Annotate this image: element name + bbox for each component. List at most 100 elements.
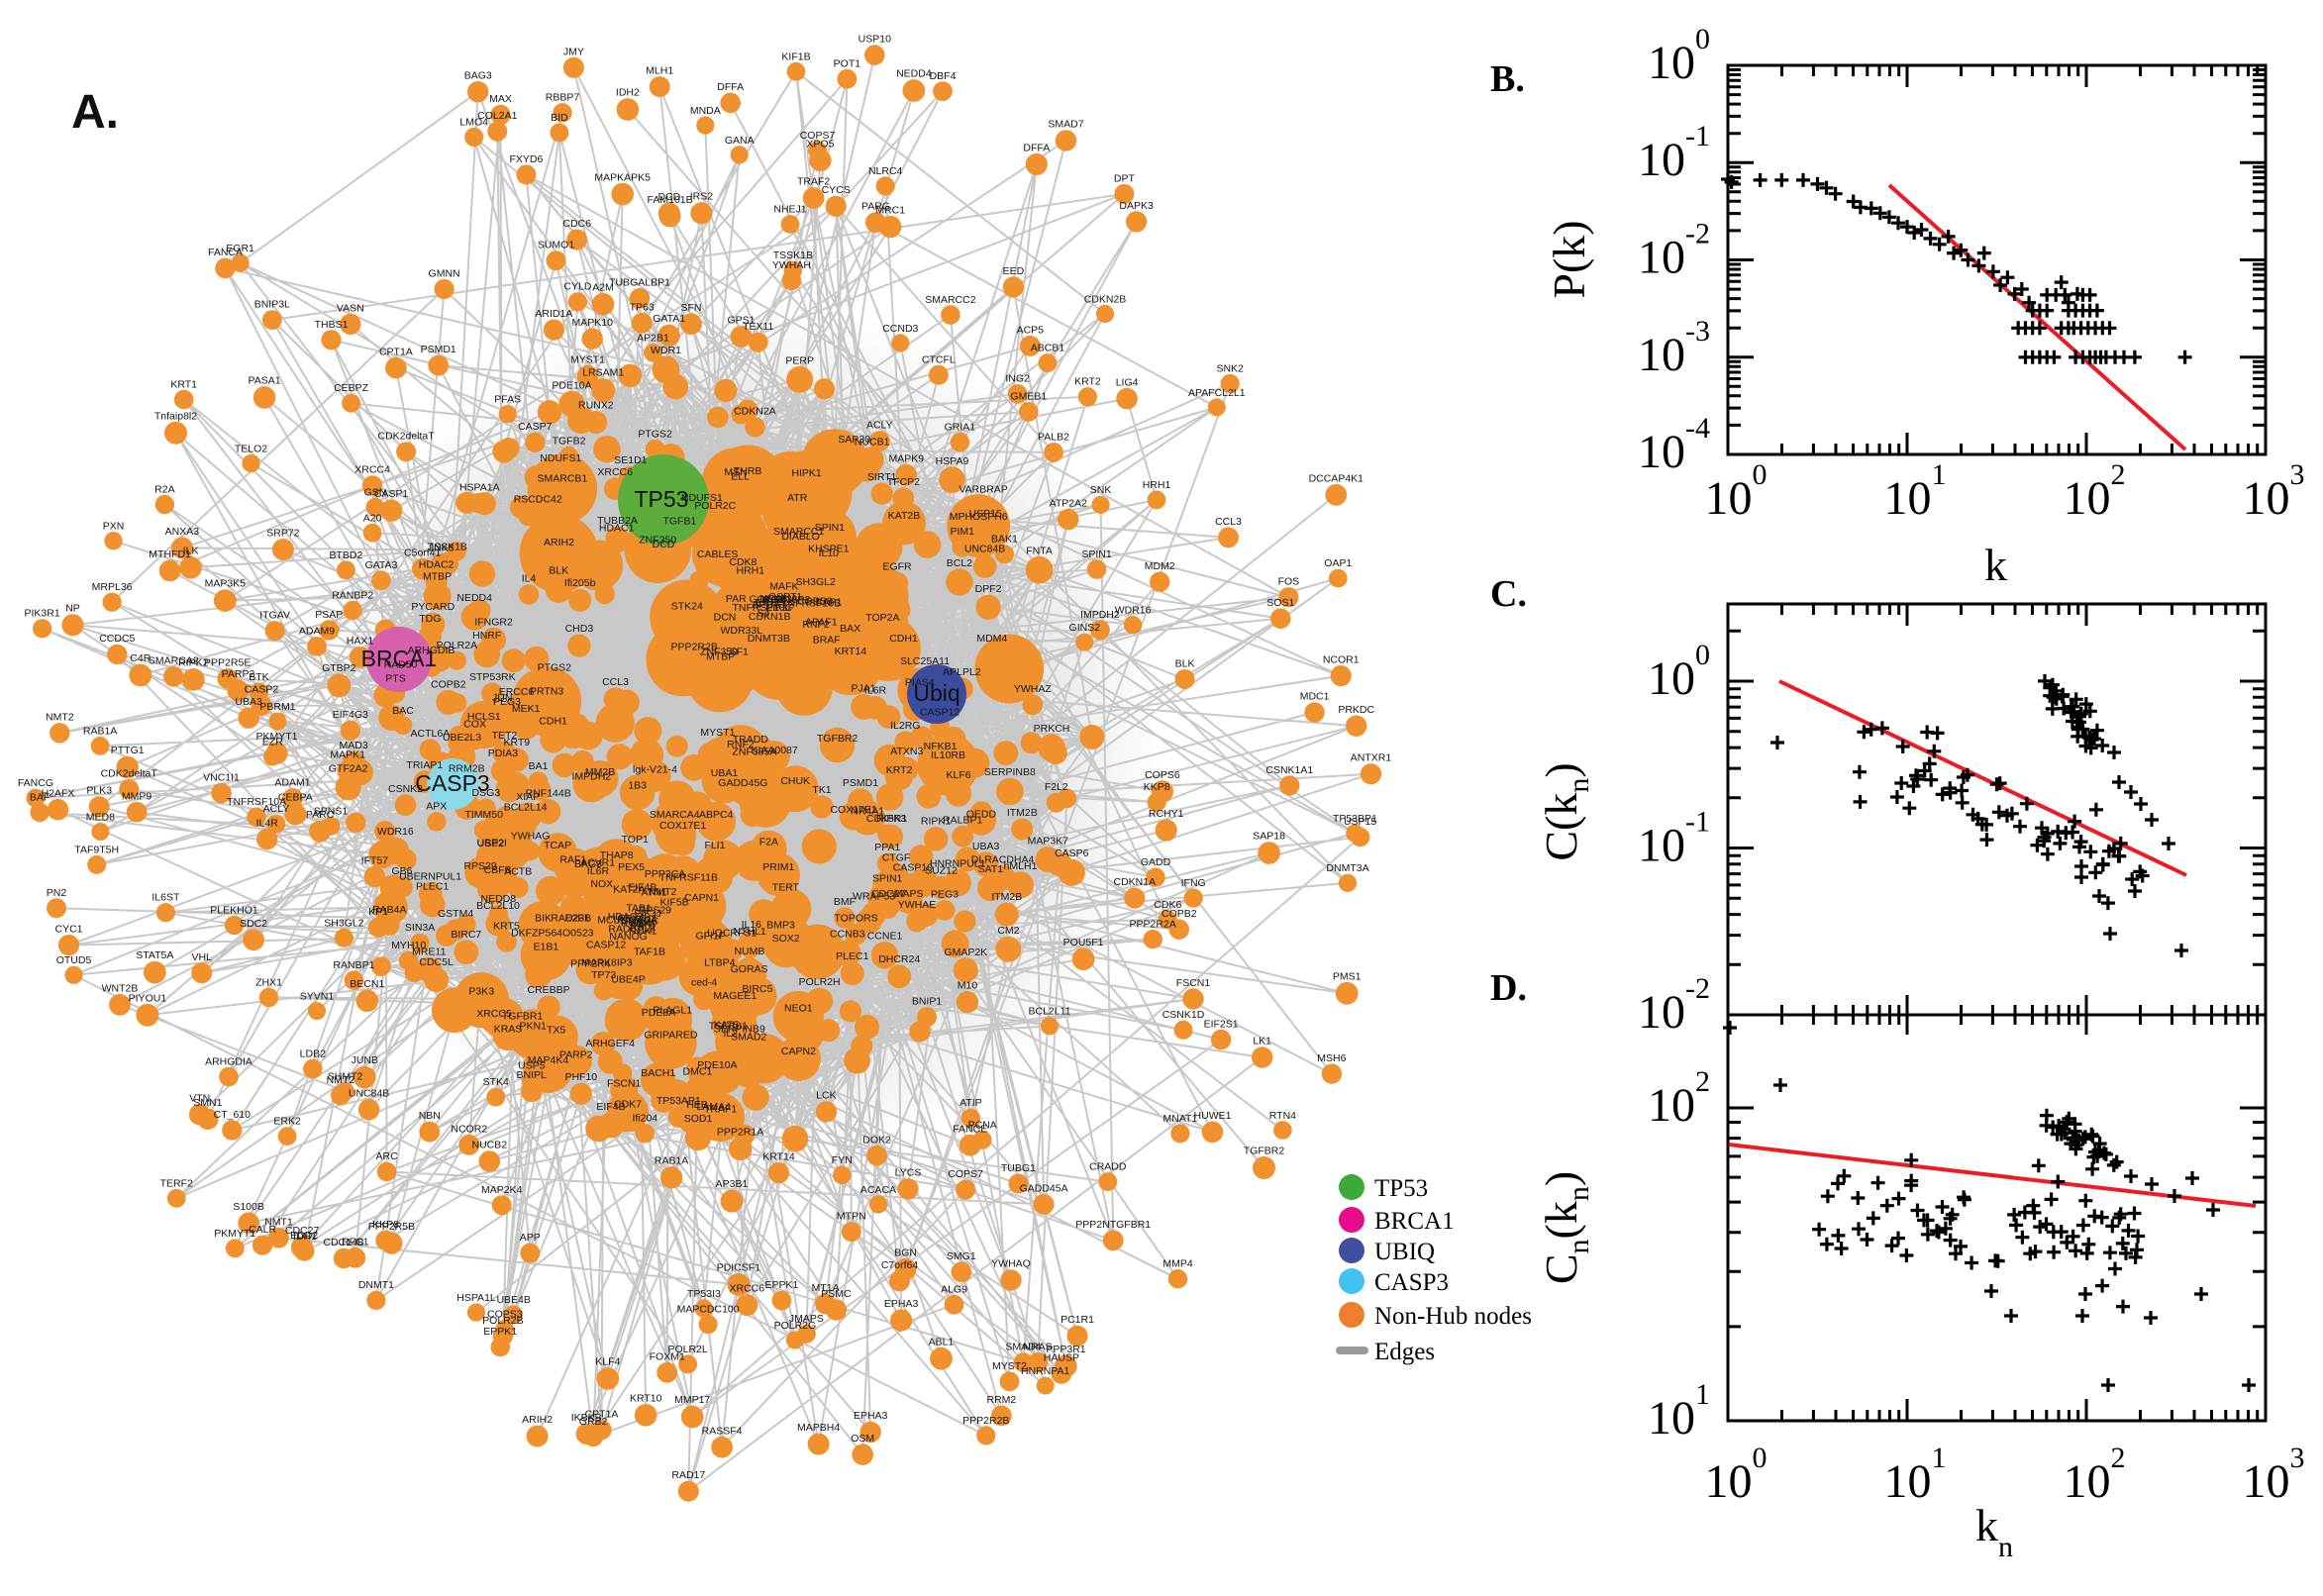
svg-text:CDC27: CDC27 bbox=[285, 1225, 320, 1237]
svg-text:ALG9: ALG9 bbox=[941, 1283, 967, 1295]
svg-text:USP10: USP10 bbox=[858, 34, 891, 46]
svg-text:CASP10: CASP10 bbox=[893, 862, 933, 874]
svg-text:GORAS: GORAS bbox=[731, 963, 768, 975]
svg-text:SAP30: SAP30 bbox=[838, 434, 870, 446]
svg-text:HIPK1: HIPK1 bbox=[791, 467, 822, 479]
svg-text:ANXA3: ANXA3 bbox=[165, 526, 200, 538]
svg-text:BNIP3L: BNIP3L bbox=[254, 299, 290, 311]
svg-text:NEDD8: NEDD8 bbox=[481, 893, 517, 905]
svg-text:CASP1: CASP1 bbox=[374, 488, 409, 500]
svg-text:PDICSF1: PDICSF1 bbox=[717, 1262, 761, 1274]
svg-text:HDAC1: HDAC1 bbox=[599, 523, 635, 535]
svg-text:RBL2: RBL2 bbox=[630, 922, 656, 934]
svg-text:PJA1: PJA1 bbox=[852, 682, 876, 694]
svg-text:PIM1: PIM1 bbox=[950, 526, 974, 538]
svg-text:GOLGA3: GOLGA3 bbox=[750, 594, 792, 606]
svg-text:PDE10A: PDE10A bbox=[552, 379, 591, 391]
svg-text:WDR33L: WDR33L bbox=[720, 625, 762, 637]
svg-text:UBE2L3: UBE2L3 bbox=[443, 732, 481, 744]
svg-text:RNF144B: RNF144B bbox=[526, 788, 571, 800]
svg-text:RTN4: RTN4 bbox=[1269, 1110, 1296, 1122]
svg-text:MAPK9: MAPK9 bbox=[888, 452, 924, 464]
svg-text:ARC: ARC bbox=[376, 1150, 399, 1162]
svg-text:MAP4K4: MAP4K4 bbox=[528, 1054, 569, 1066]
svg-text:POLR2A: POLR2A bbox=[437, 640, 477, 651]
svg-text:COPS8: COPS8 bbox=[797, 595, 833, 607]
svg-text:APOA1: APOA1 bbox=[752, 599, 786, 611]
svg-text:KRAS: KRAS bbox=[494, 1023, 523, 1035]
svg-text:C4R: C4R bbox=[130, 652, 151, 664]
svg-text:BCL2: BCL2 bbox=[947, 557, 972, 569]
svg-text:TEX11: TEX11 bbox=[743, 321, 773, 333]
svg-text:POT1: POT1 bbox=[834, 57, 861, 69]
svg-text:SOS1: SOS1 bbox=[1266, 597, 1294, 609]
svg-text:PPA1: PPA1 bbox=[874, 842, 900, 853]
svg-text:Ubiq: Ubiq bbox=[913, 680, 960, 706]
svg-text:GPS1: GPS1 bbox=[727, 314, 755, 326]
svg-text:TELO2: TELO2 bbox=[235, 444, 267, 455]
svg-text:P(k): P(k) bbox=[1544, 220, 1594, 298]
svg-text:MAPS: MAPS bbox=[894, 888, 924, 900]
svg-text:MMP9: MMP9 bbox=[122, 790, 152, 802]
svg-text:EDD2: EDD2 bbox=[290, 1230, 318, 1242]
svg-text:UBA3: UBA3 bbox=[235, 696, 262, 708]
svg-text:BACH1: BACH1 bbox=[641, 1067, 675, 1079]
svg-text:CD4: CD4 bbox=[631, 918, 652, 930]
svg-text:ABL1: ABL1 bbox=[929, 1336, 955, 1347]
svg-text:SOD1: SOD1 bbox=[684, 1113, 713, 1125]
svg-text:PC1R1: PC1R1 bbox=[1060, 1314, 1094, 1326]
svg-text:CYCS: CYCS bbox=[822, 184, 851, 196]
svg-text:PDE10A: PDE10A bbox=[697, 1059, 737, 1071]
svg-text:NFKBIA: NFKBIA bbox=[759, 593, 797, 605]
svg-text:PLEC1: PLEC1 bbox=[836, 950, 868, 962]
svg-text:OTUD5: OTUD5 bbox=[56, 954, 92, 966]
svg-text:UBE2I: UBE2I bbox=[477, 838, 507, 849]
svg-text:PRTN3: PRTN3 bbox=[530, 686, 563, 698]
svg-text:XRCC6: XRCC6 bbox=[597, 466, 633, 478]
svg-text:KLF6: KLF6 bbox=[946, 769, 970, 781]
svg-text:MAD3: MAD3 bbox=[340, 740, 368, 751]
svg-text:BMP3: BMP3 bbox=[766, 919, 795, 931]
svg-text:RAD23B: RAD23B bbox=[551, 912, 591, 924]
svg-text:CAPN1: CAPN1 bbox=[684, 892, 719, 904]
svg-text:CTCFL: CTCFL bbox=[922, 353, 956, 365]
svg-text:IMPDH2: IMPDH2 bbox=[1080, 609, 1120, 621]
svg-text:PPP2NTGFBR1: PPP2NTGFBR1 bbox=[1075, 1219, 1151, 1231]
svg-text:FSCN1: FSCN1 bbox=[607, 1077, 642, 1089]
svg-text:UBE4B: UBE4B bbox=[496, 1294, 530, 1306]
svg-text:SPIN1: SPIN1 bbox=[872, 873, 903, 885]
svg-text:PARG: PARG bbox=[861, 201, 890, 213]
svg-text:IL10RB: IL10RB bbox=[931, 749, 965, 761]
svg-text:COX17E1: COX17E1 bbox=[659, 820, 706, 832]
svg-text:ITGAV: ITGAV bbox=[259, 610, 290, 622]
svg-text:CSNK1A1: CSNK1A1 bbox=[1265, 764, 1313, 776]
svg-text:MRE11: MRE11 bbox=[412, 946, 446, 957]
svg-text:TET2: TET2 bbox=[492, 730, 518, 742]
svg-text:MCL1: MCL1 bbox=[597, 914, 625, 926]
svg-text:KKP8: KKP8 bbox=[1144, 781, 1170, 793]
svg-text:WNT2B: WNT2B bbox=[102, 982, 139, 994]
svg-text:RCHY1: RCHY1 bbox=[1149, 808, 1184, 820]
svg-text:COPS6: COPS6 bbox=[1145, 769, 1180, 781]
svg-text:MEK1: MEK1 bbox=[512, 703, 541, 715]
svg-text:GFI1F: GFI1F bbox=[696, 930, 726, 942]
svg-text:A20: A20 bbox=[363, 512, 382, 524]
svg-text:ATP2A2: ATP2A2 bbox=[1050, 497, 1087, 509]
svg-text:NR4A1: NR4A1 bbox=[851, 805, 884, 817]
svg-text:DAPK3: DAPK3 bbox=[1119, 200, 1154, 212]
svg-text:KRT14: KRT14 bbox=[762, 1151, 795, 1163]
svg-text:MAX: MAX bbox=[489, 93, 512, 105]
svg-text:IL6R: IL6R bbox=[864, 685, 887, 697]
svg-text:EPPK1: EPPK1 bbox=[764, 1279, 798, 1291]
svg-text:BA1: BA1 bbox=[529, 760, 549, 772]
svg-text:PAR: PAR bbox=[726, 593, 747, 605]
svg-text:BAP1: BAP1 bbox=[815, 596, 842, 608]
svg-text:DCCAP4K1: DCCAP4K1 bbox=[1309, 472, 1364, 484]
svg-text:S100B: S100B bbox=[233, 1201, 264, 1213]
svg-text:TGFB2: TGFB2 bbox=[553, 436, 586, 448]
svg-text:KHSPE1: KHSPE1 bbox=[808, 543, 850, 554]
svg-text:SDC2: SDC2 bbox=[240, 918, 267, 930]
svg-text:COPB2: COPB2 bbox=[1162, 908, 1197, 920]
svg-text:BTK: BTK bbox=[249, 671, 268, 683]
svg-text:FAM101B: FAM101B bbox=[648, 194, 693, 206]
